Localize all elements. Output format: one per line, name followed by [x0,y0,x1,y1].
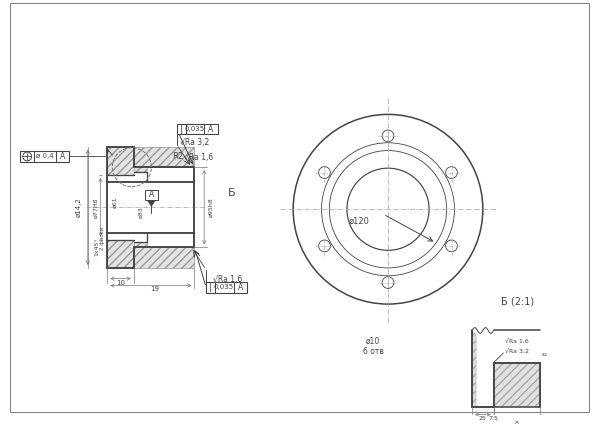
Bar [145,190,158,201]
Text: Б (2:1): Б (2:1) [501,296,534,306]
Text: R2: R2 [172,152,184,161]
Text: |: | [180,125,182,134]
Text: A: A [238,283,243,292]
Bar [177,124,218,134]
Text: ø10: ø10 [366,337,380,346]
Text: √Ra 1,6: √Ra 1,6 [184,153,213,162]
Text: A: A [60,152,65,161]
Text: ø61: ø61 [113,197,118,208]
Polygon shape [148,201,155,206]
Text: Б: Б [228,187,235,198]
Text: √Ra 3,2: √Ra 3,2 [505,349,529,354]
Bar [20,151,69,162]
Text: 1x45°: 1x45° [94,237,99,256]
Text: ø83: ø83 [138,206,143,218]
Text: ø14,2: ø14,2 [76,198,82,217]
Text: ø95h8: ø95h8 [209,198,214,217]
Text: 19: 19 [151,287,160,293]
Polygon shape [107,240,194,268]
Text: ø120: ø120 [348,217,369,226]
Text: 25: 25 [479,416,487,421]
Text: 8: 8 [515,421,518,424]
Text: √Ra 1,6: √Ra 1,6 [505,339,529,344]
Text: ε₂: ε₂ [542,352,547,357]
Text: ø77H8: ø77H8 [93,197,98,218]
Text: 0,035: 0,035 [184,126,205,132]
Text: 6 отв: 6 отв [363,346,384,355]
Text: √Ra 1,6: √Ra 1,6 [213,275,242,284]
Text: 2 фаски: 2 фаски [100,227,105,250]
Text: |: | [209,283,212,292]
Text: ø 0,4: ø 0,4 [36,153,53,159]
Text: A: A [149,190,154,199]
Bar [206,282,247,293]
Text: A: A [208,125,214,134]
Text: 0,035: 0,035 [214,285,234,290]
Polygon shape [134,147,194,172]
Text: √Ra 3,2: √Ra 3,2 [180,138,209,147]
Polygon shape [107,147,194,175]
Polygon shape [134,243,194,268]
Text: 7,5: 7,5 [488,416,499,421]
Polygon shape [472,330,539,407]
Text: 10: 10 [116,279,125,286]
